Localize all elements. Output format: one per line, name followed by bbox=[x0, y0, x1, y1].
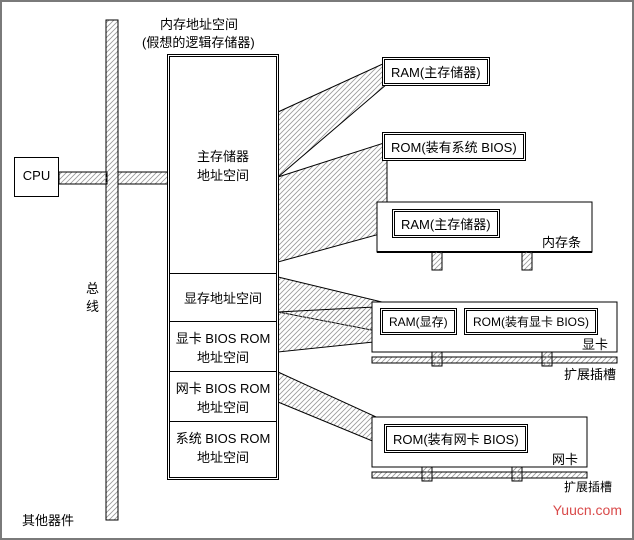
memcell-vram: 显存地址空间 bbox=[170, 273, 276, 321]
chip-rom-sysbios: ROM(装有系统 BIOS) bbox=[382, 132, 526, 161]
cpu-box: CPU bbox=[14, 157, 59, 197]
memcell-main: 主存储器 地址空间 bbox=[170, 57, 276, 273]
chip-ram-main1: RAM(主存储器) bbox=[382, 57, 490, 86]
memcell-gpurom: 显卡 BIOS ROM 地址空间 bbox=[170, 321, 276, 371]
slot-nic-label: 扩展插槽 bbox=[564, 478, 612, 495]
bus-label: 总线 bbox=[86, 280, 99, 316]
card-mem-label: 内存条 bbox=[542, 232, 581, 251]
memcol-title-2: (假想的逻辑存储器) bbox=[142, 32, 255, 51]
connector-layer bbox=[2, 2, 632, 538]
cpu-label: CPU bbox=[23, 168, 50, 183]
card-gpu-label: 显卡 bbox=[582, 334, 608, 353]
chip-rom-nbios: ROM(装有网卡 BIOS) bbox=[384, 424, 528, 453]
chip-ram-vram: RAM(显存) bbox=[380, 308, 457, 335]
memcol-title-1: 内存地址空间 bbox=[160, 14, 238, 33]
memcell-sysrom: 系统 BIOS ROM 地址空间 bbox=[170, 421, 276, 471]
slot-gpu-label: 扩展插槽 bbox=[564, 364, 616, 383]
memory-address-column: 主存储器 地址空间 显存地址空间 显卡 BIOS ROM 地址空间 网卡 BIO… bbox=[167, 54, 279, 480]
memcell-nicrom: 网卡 BIOS ROM 地址空间 bbox=[170, 371, 276, 421]
other-components-label: 其他器件 bbox=[22, 510, 74, 529]
chip-rom-vbios: ROM(装有显卡 BIOS) bbox=[464, 308, 598, 335]
chip-ram-main2: RAM(主存储器) bbox=[392, 209, 500, 238]
diagram-canvas: CPU 总线 其他器件 内存地址空间 (假想的逻辑存储器) 主存储器 地址空间 … bbox=[0, 0, 634, 540]
card-nic-label: 网卡 bbox=[552, 449, 578, 468]
watermark-text: Yuucn.com bbox=[553, 502, 622, 518]
